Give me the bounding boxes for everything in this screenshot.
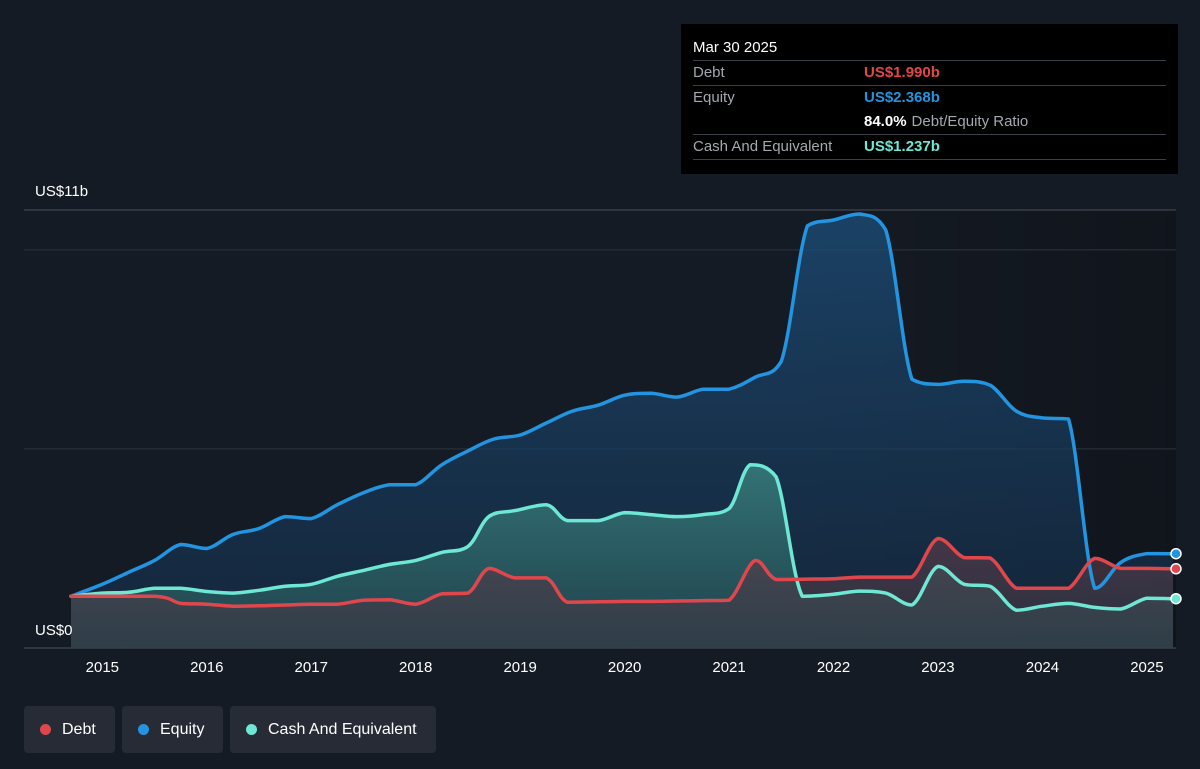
x-tick-label: 2022 bbox=[817, 659, 850, 676]
x-tick-label: 2015 bbox=[86, 659, 119, 676]
x-tick-label: 2018 bbox=[399, 659, 432, 676]
x-axis-ticks: 2015 2016 2017 2018 2019 2020 2021 2022 2023 2024… bbox=[86, 659, 1164, 676]
x-tick-label: 2017 bbox=[295, 659, 328, 676]
equity-area bbox=[71, 214, 1173, 648]
x-tick-label: 2025 bbox=[1130, 659, 1163, 676]
legend-debt-label: Debt bbox=[62, 720, 96, 738]
x-tick-label: 2019 bbox=[503, 659, 536, 676]
legend-cash-label: Cash And Equivalent bbox=[268, 720, 417, 738]
legend-item-equity[interactable]: Equity bbox=[122, 706, 223, 753]
y-axis-top-label: US$11b bbox=[35, 183, 89, 200]
legend-item-cash[interactable]: Cash And Equivalent bbox=[230, 706, 436, 753]
series-lines bbox=[69, 212, 1175, 612]
legend-equity-label: Equity bbox=[160, 720, 205, 738]
x-tick-label: 2021 bbox=[712, 659, 745, 676]
tooltip-debt-label: Debt bbox=[693, 64, 725, 81]
tooltip-debt-row: Debt US$1.990b bbox=[693, 60, 1166, 85]
cash-end-dot bbox=[1170, 592, 1182, 605]
hover-tooltip: Mar 30 2025 Debt US$1.990b Equity US$2.3… bbox=[681, 24, 1178, 174]
tooltip-cash-row: Cash And Equivalent US$1.237b bbox=[693, 134, 1166, 160]
tooltip-cash-label: Cash And Equivalent bbox=[693, 138, 833, 155]
cash-line bbox=[69, 463, 1175, 612]
equity-dot-icon bbox=[138, 724, 149, 735]
tooltip-ratio-row: 84.0% Debt/Equity Ratio bbox=[693, 110, 1166, 134]
equity-line bbox=[69, 212, 1175, 598]
x-tick-label: 2020 bbox=[608, 659, 641, 676]
tooltip-date: Mar 30 2025 bbox=[693, 39, 778, 56]
tooltip-equity-value: US$2.368b bbox=[864, 89, 940, 106]
series-end-dots bbox=[1170, 547, 1182, 605]
tooltip-debt-value: US$1.990b bbox=[864, 64, 940, 81]
debt-area bbox=[71, 538, 1173, 648]
cash-dot-icon bbox=[246, 724, 257, 735]
debt-end-dot bbox=[1170, 563, 1182, 575]
x-tick-label: 2016 bbox=[190, 659, 223, 676]
tooltip-ratio-value: 84.0% bbox=[864, 113, 907, 130]
tooltip-ratio-label: Debt/Equity Ratio bbox=[911, 113, 1029, 130]
x-tick-label: 2024 bbox=[1026, 659, 1059, 676]
debt-line bbox=[69, 536, 1175, 608]
chart-legend: Debt Equity Cash And Equivalent bbox=[24, 706, 436, 753]
tooltip-equity-label: Equity bbox=[693, 89, 735, 106]
y-axis-bottom-label: US$0 bbox=[35, 622, 73, 639]
legend-item-debt[interactable]: Debt bbox=[24, 706, 115, 753]
tooltip-cash-value: US$1.237b bbox=[864, 138, 940, 155]
x-tick-label: 2023 bbox=[921, 659, 954, 676]
debt-dot-icon bbox=[40, 724, 51, 735]
equity-end-dot bbox=[1170, 547, 1182, 560]
tooltip-equity-row: Equity US$2.368b bbox=[693, 85, 1166, 110]
